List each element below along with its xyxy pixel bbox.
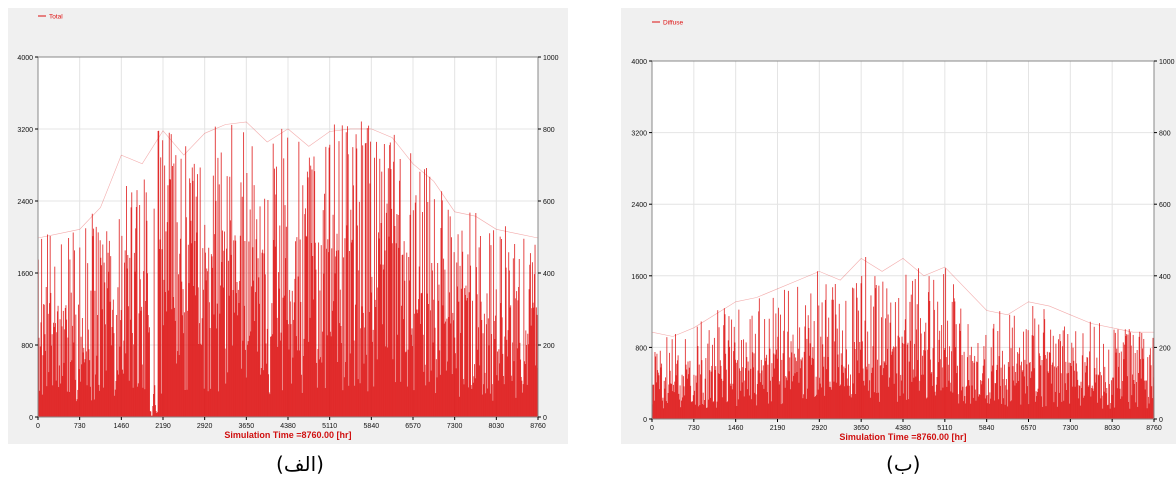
x-tick-label: 0 bbox=[650, 425, 654, 432]
x-tick-label: 5110 bbox=[322, 423, 337, 430]
y2-tick-label: 200 bbox=[1159, 345, 1171, 352]
x-tick-label: 2920 bbox=[812, 425, 828, 432]
x-tick-label: 8030 bbox=[1104, 425, 1120, 432]
total-radiation-chart: 0 800 1600 2400 3200 4000 0 200 400 600 800 1000 0 73… bbox=[17, 14, 559, 441]
x-tick-label: 2920 bbox=[197, 423, 213, 430]
x-tick-label: 5840 bbox=[979, 425, 995, 432]
x-tick-label: 3650 bbox=[853, 425, 869, 432]
diffuse-radiation-chart: 0 800 1600 2400 3200 4000 0 200 400 600 800 1000 0 73… bbox=[631, 20, 1175, 443]
x-tick-label: 7300 bbox=[447, 423, 463, 430]
y2-tick-label: 400 bbox=[543, 271, 555, 278]
x-tick-label: 8030 bbox=[489, 423, 505, 430]
y-tick-label: 3200 bbox=[17, 127, 33, 134]
caption-a: (الف) bbox=[276, 452, 324, 476]
y-tick-label: 1600 bbox=[631, 274, 647, 281]
y2-tick-label: 800 bbox=[543, 127, 555, 134]
y-tick-label: 4000 bbox=[631, 59, 647, 66]
y-tick-label: 0 bbox=[643, 417, 647, 424]
x-tick-label: 2190 bbox=[155, 423, 171, 430]
x-tick-label: 8760 bbox=[1146, 425, 1162, 432]
x-tick-label: 0 bbox=[36, 423, 40, 430]
x-tick-label: 730 bbox=[688, 425, 700, 432]
y2-tick-label: 0 bbox=[543, 415, 547, 422]
series-spikes bbox=[651, 257, 1155, 419]
y-tick-label: 0 bbox=[29, 415, 33, 422]
x-tick-label: 3650 bbox=[239, 423, 255, 430]
x-tick-label: 6570 bbox=[405, 423, 421, 430]
x-tick-label: 6570 bbox=[1021, 425, 1037, 432]
y-tick-label: 3200 bbox=[631, 131, 647, 138]
caption-b: (ب) bbox=[886, 452, 921, 476]
x-axis-label: Simulation Time =8760.00 [hr] bbox=[839, 432, 966, 442]
y2-tick-label: 600 bbox=[543, 199, 555, 206]
legend-label: Total bbox=[49, 14, 63, 21]
x-tick-label: 1460 bbox=[114, 423, 130, 430]
x-tick-label: 7300 bbox=[1063, 425, 1079, 432]
y-tick-label: 800 bbox=[21, 343, 33, 350]
y-tick-label: 2400 bbox=[631, 202, 647, 209]
x-tick-label: 4380 bbox=[895, 425, 911, 432]
series-line bbox=[651, 258, 1154, 337]
y-tick-label: 4000 bbox=[17, 55, 33, 62]
series-line bbox=[37, 121, 539, 239]
x-tick-label: 5840 bbox=[364, 423, 380, 430]
x-axis-label: Simulation Time =8760.00 [hr] bbox=[224, 430, 351, 440]
chart-panel-diffuse: 0 800 1600 2400 3200 4000 0 200 400 600 800 1000 0 73… bbox=[621, 8, 1176, 444]
x-tick-label: 1460 bbox=[728, 425, 744, 432]
y2-tick-label: 600 bbox=[1159, 202, 1171, 209]
y2-tick-label: 400 bbox=[1159, 274, 1171, 281]
x-tick-label: 8760 bbox=[530, 423, 546, 430]
y2-tick-label: 0 bbox=[1159, 417, 1163, 424]
y2-tick-label: 800 bbox=[1159, 131, 1171, 138]
x-tick-label: 730 bbox=[74, 423, 86, 430]
chart-panel-total: 0 800 1600 2400 3200 4000 0 200 400 600 800 1000 0 73… bbox=[8, 8, 568, 444]
x-tick-label: 4380 bbox=[280, 423, 296, 430]
y-tick-label: 800 bbox=[635, 345, 647, 352]
y2-tick-label: 200 bbox=[543, 343, 555, 350]
y-tick-label: 1600 bbox=[17, 271, 33, 278]
y2-tick-label: 1000 bbox=[543, 55, 559, 62]
legend-label: Diffuse bbox=[663, 20, 683, 27]
x-tick-label: 2190 bbox=[770, 425, 786, 432]
x-tick-label: 5110 bbox=[937, 425, 952, 432]
y2-tick-label: 1000 bbox=[1159, 59, 1175, 66]
y-tick-label: 2400 bbox=[17, 199, 33, 206]
